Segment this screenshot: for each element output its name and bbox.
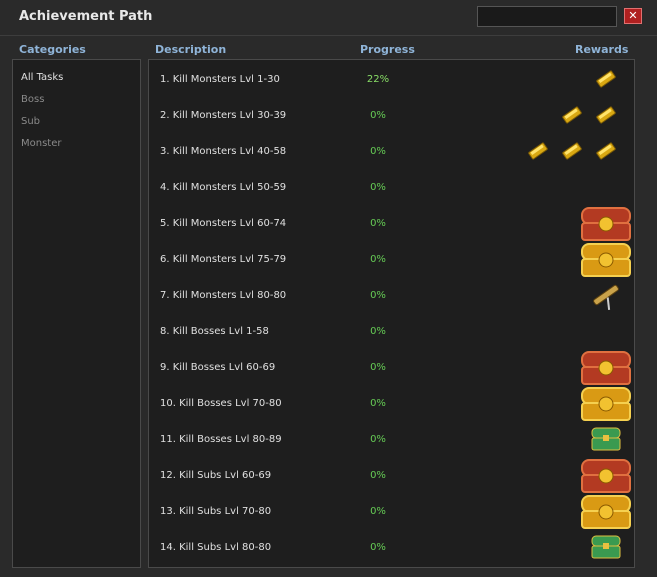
divider [0,35,657,36]
task-description: 5. Kill Monsters Lvl 60-74 [160,218,287,229]
category-item[interactable]: Sub [21,116,41,127]
gold-bar [562,142,582,160]
red-chest [581,459,631,493]
task-progress: 0% [370,254,386,265]
task-description: 14. Kill Subs Lvl 80-80 [160,542,272,553]
task-progress: 0% [370,506,386,517]
task-description: 4. Kill Monsters Lvl 50-59 [160,182,287,193]
column-header: Progress [360,43,415,56]
task-description: 8. Kill Bosses Lvl 1-58 [160,326,269,337]
telescope [593,284,619,311]
task-description: 10. Kill Bosses Lvl 70-80 [160,398,282,409]
task-description: 13. Kill Subs Lvl 70-80 [160,506,272,517]
jade-chest [591,427,621,451]
gold-chest [581,243,631,277]
task-description: 12. Kill Subs Lvl 60-69 [160,470,272,481]
task-progress: 0% [370,326,386,337]
task-progress: 0% [370,362,386,373]
categories-heading: Categories [19,43,86,56]
window-title: Achievement Path [19,9,153,24]
task-description: 9. Kill Bosses Lvl 60-69 [160,362,276,373]
task-progress: 0% [370,398,386,409]
gold-bar [596,142,616,160]
task-description: 1. Kill Monsters Lvl 1-30 [160,74,280,85]
search-box[interactable] [477,6,617,27]
gold-chest [581,387,631,421]
task-progress: 0% [370,146,386,157]
task-progress: 0% [370,470,386,481]
gold-bar [528,142,548,160]
task-progress: 0% [370,434,386,445]
category-panel [12,59,141,568]
column-header: Rewards [575,43,629,56]
jade-chest [591,535,621,559]
task-description: 7. Kill Monsters Lvl 80-80 [160,290,287,301]
task-description: 6. Kill Monsters Lvl 75-79 [160,254,287,265]
task-progress: 22% [366,74,390,85]
category-item[interactable]: All Tasks [21,72,64,83]
column-header: Description [155,43,227,56]
task-panel [148,59,635,568]
task-description: 3. Kill Monsters Lvl 40-58 [160,146,287,157]
red-chest [581,207,631,241]
task-description: 11. Kill Bosses Lvl 80-89 [160,434,282,445]
red-chest [581,351,631,385]
task-progress: 0% [370,290,386,301]
task-progress: 0% [370,542,386,553]
category-item[interactable]: Boss [21,94,45,105]
close-button[interactable]: ✕ [624,8,642,24]
gold-bar [596,70,616,88]
gold-chest [581,495,631,529]
gold-bar [562,106,582,124]
task-progress: 0% [370,182,386,193]
category-item[interactable]: Monster [21,138,62,149]
task-description: 2. Kill Monsters Lvl 30-39 [160,110,287,121]
task-progress: 0% [370,110,386,121]
gold-bar [596,106,616,124]
task-progress: 0% [370,218,386,229]
